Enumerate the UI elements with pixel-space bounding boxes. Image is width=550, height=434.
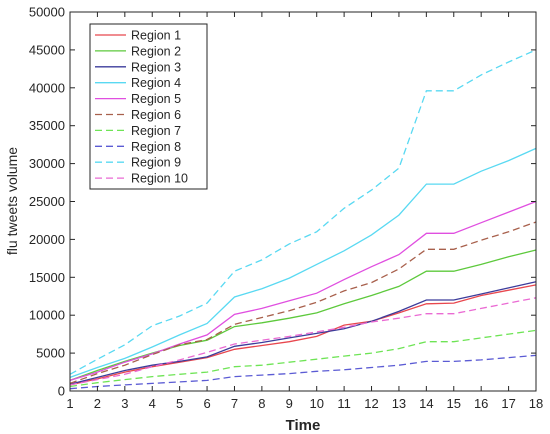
legend-label: Region 8 bbox=[131, 140, 181, 154]
legend-label: Region 5 bbox=[131, 92, 181, 106]
y-axis-label: flu tweets volume bbox=[4, 147, 20, 255]
series-line-region-5 bbox=[69, 200, 537, 382]
x-tick-label: 16 bbox=[474, 396, 488, 411]
x-tick-label: 4 bbox=[149, 396, 156, 411]
y-tick-label: 5000 bbox=[36, 346, 65, 361]
x-tick-label: 2 bbox=[94, 396, 101, 411]
series-line-region-8 bbox=[69, 354, 537, 390]
series-line-region-3 bbox=[69, 281, 537, 385]
x-tick-label: 11 bbox=[337, 396, 351, 411]
legend-label: Region 7 bbox=[131, 124, 181, 138]
y-tick-label: 40000 bbox=[29, 80, 65, 95]
y-tick-label: 25000 bbox=[29, 194, 65, 209]
series-line-region-10 bbox=[69, 297, 537, 386]
y-tick-label: 15000 bbox=[29, 270, 65, 285]
legend-label: Region 10 bbox=[131, 172, 188, 186]
series-layer bbox=[69, 49, 537, 390]
y-tick-label: 50000 bbox=[29, 5, 65, 20]
x-tick-label: 6 bbox=[203, 396, 210, 411]
y-tick-label: 10000 bbox=[29, 308, 65, 323]
x-tick-label: 15 bbox=[447, 396, 461, 411]
legend-label: Region 3 bbox=[131, 60, 181, 74]
series-line-region-2 bbox=[69, 249, 537, 382]
series-line-region-7 bbox=[69, 329, 537, 388]
x-tick-label: 10 bbox=[309, 396, 323, 411]
series-line-region-4 bbox=[69, 147, 537, 379]
legend-label: Region 4 bbox=[131, 76, 181, 90]
legend-label: Region 1 bbox=[131, 29, 181, 43]
y-axis-ticks: 0 5000 10000 15000 20000 25000 30000 35000 40000… bbox=[29, 5, 536, 399]
y-tick-label: 45000 bbox=[29, 42, 65, 57]
y-tick-label: 35000 bbox=[29, 118, 65, 133]
x-tick-label: 5 bbox=[176, 396, 183, 411]
y-tick-label: 0 bbox=[58, 384, 65, 399]
x-axis-label: Time bbox=[286, 417, 321, 434]
legend-label: Region 9 bbox=[131, 156, 181, 170]
y-tick-label: 20000 bbox=[29, 232, 65, 247]
x-tick-label: 8 bbox=[258, 396, 265, 411]
x-tick-label: 9 bbox=[286, 396, 293, 411]
x-tick-label: 14 bbox=[419, 396, 433, 411]
x-tick-label: 13 bbox=[392, 396, 406, 411]
legend-label: Region 6 bbox=[131, 108, 181, 122]
x-tick-label: 18 bbox=[529, 396, 543, 411]
series-line-region-9 bbox=[69, 49, 537, 375]
x-tick-label: 1 bbox=[66, 396, 73, 411]
x-axis-ticks: 1 2 3 4 5 6 7 8 9 10 11 12 13 14 15 16 17 18 bbox=[66, 12, 543, 411]
legend-label: Region 2 bbox=[131, 44, 181, 58]
y-tick-label: 30000 bbox=[29, 156, 65, 171]
x-tick-label: 3 bbox=[121, 396, 128, 411]
x-tick-label: 7 bbox=[231, 396, 238, 411]
series-line-region-6 bbox=[69, 221, 537, 385]
x-tick-label: 17 bbox=[501, 396, 515, 411]
x-tick-label: 12 bbox=[364, 396, 378, 411]
